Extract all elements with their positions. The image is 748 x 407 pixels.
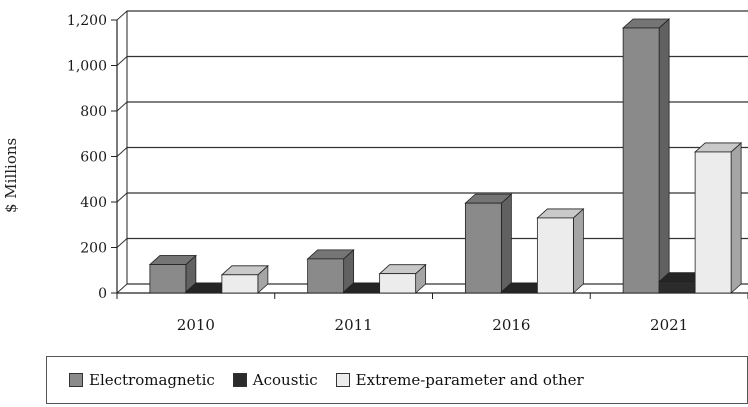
bar-acoustic-2010 xyxy=(185,291,223,294)
gridline-diagonal xyxy=(116,147,128,157)
bar-acoustic-2016 xyxy=(500,291,538,294)
gridline-diagonal xyxy=(116,101,128,112)
bar-extreme-parameter-and-other-2010 xyxy=(221,274,259,294)
y-tick-label: 200 xyxy=(80,241,107,257)
legend-swatch-acoustic xyxy=(232,373,247,387)
bar-electromagnetic-2010 xyxy=(149,264,187,294)
legend-label-electromagnetic: Electromagnetic xyxy=(89,371,215,389)
bar-extreme-parameter-and-other-2021 xyxy=(694,151,732,294)
bar-extreme-parameter-and-other-2016 xyxy=(536,217,574,294)
gridline-diagonal xyxy=(116,238,128,248)
x-tick-label: 2016 xyxy=(492,316,530,334)
bar-chart: 0 200 400 600 800 1,000 1,200 2010 2011 2016 2021 xyxy=(67,10,748,334)
y-tick-label: 600 xyxy=(80,150,107,166)
bar-side-extreme-parameter-and-other-2016 xyxy=(572,208,584,294)
x-tick-label: 2011 xyxy=(335,316,373,334)
bar-side-electromagnetic-2021 xyxy=(658,18,670,294)
legend-item-electromagnetic: Electromagnetic xyxy=(69,371,215,389)
bar-side-extreme-parameter-and-other-2021 xyxy=(730,142,742,294)
bar-electromagnetic-2021 xyxy=(622,27,660,294)
y-tick-label: 400 xyxy=(80,195,107,211)
legend-swatch-extreme xyxy=(335,373,350,387)
bar-electromagnetic-2011 xyxy=(307,258,345,294)
tick-labels: 0 200 400 600 800 1,000 1,200 2010 2011 2016 2021 xyxy=(67,13,688,334)
bar-extreme-parameter-and-other-2011 xyxy=(379,273,417,294)
gridline-diagonal xyxy=(116,283,128,294)
bar-side-electromagnetic-2016 xyxy=(500,193,512,294)
legend-item-extreme: Extreme-parameter and other xyxy=(335,371,584,389)
x-tick-label: 2010 xyxy=(177,316,215,334)
bars xyxy=(148,18,743,294)
y-tick-label: 0 xyxy=(98,286,107,302)
legend-label-extreme: Extreme-parameter and other xyxy=(355,371,584,389)
gridline-diagonal xyxy=(116,10,128,21)
bar-electromagnetic-2016 xyxy=(464,202,502,294)
bar-acoustic-2021 xyxy=(658,281,696,294)
gridline-diagonal xyxy=(116,192,128,203)
y-tick-label: 1,200 xyxy=(67,13,107,29)
legend-swatch-electromagnetic xyxy=(69,373,83,387)
bar-acoustic-2011 xyxy=(343,291,381,294)
y-tick-label: 1,000 xyxy=(67,59,107,75)
legend: Electromagnetic Acoustic Extreme-paramet… xyxy=(46,356,748,404)
legend-item-acoustic: Acoustic xyxy=(232,371,318,389)
legend-label-acoustic: Acoustic xyxy=(252,371,318,389)
x-tick-label: 2021 xyxy=(650,316,688,334)
y-tick-label: 800 xyxy=(80,104,107,120)
gridline-diagonal xyxy=(116,56,128,66)
